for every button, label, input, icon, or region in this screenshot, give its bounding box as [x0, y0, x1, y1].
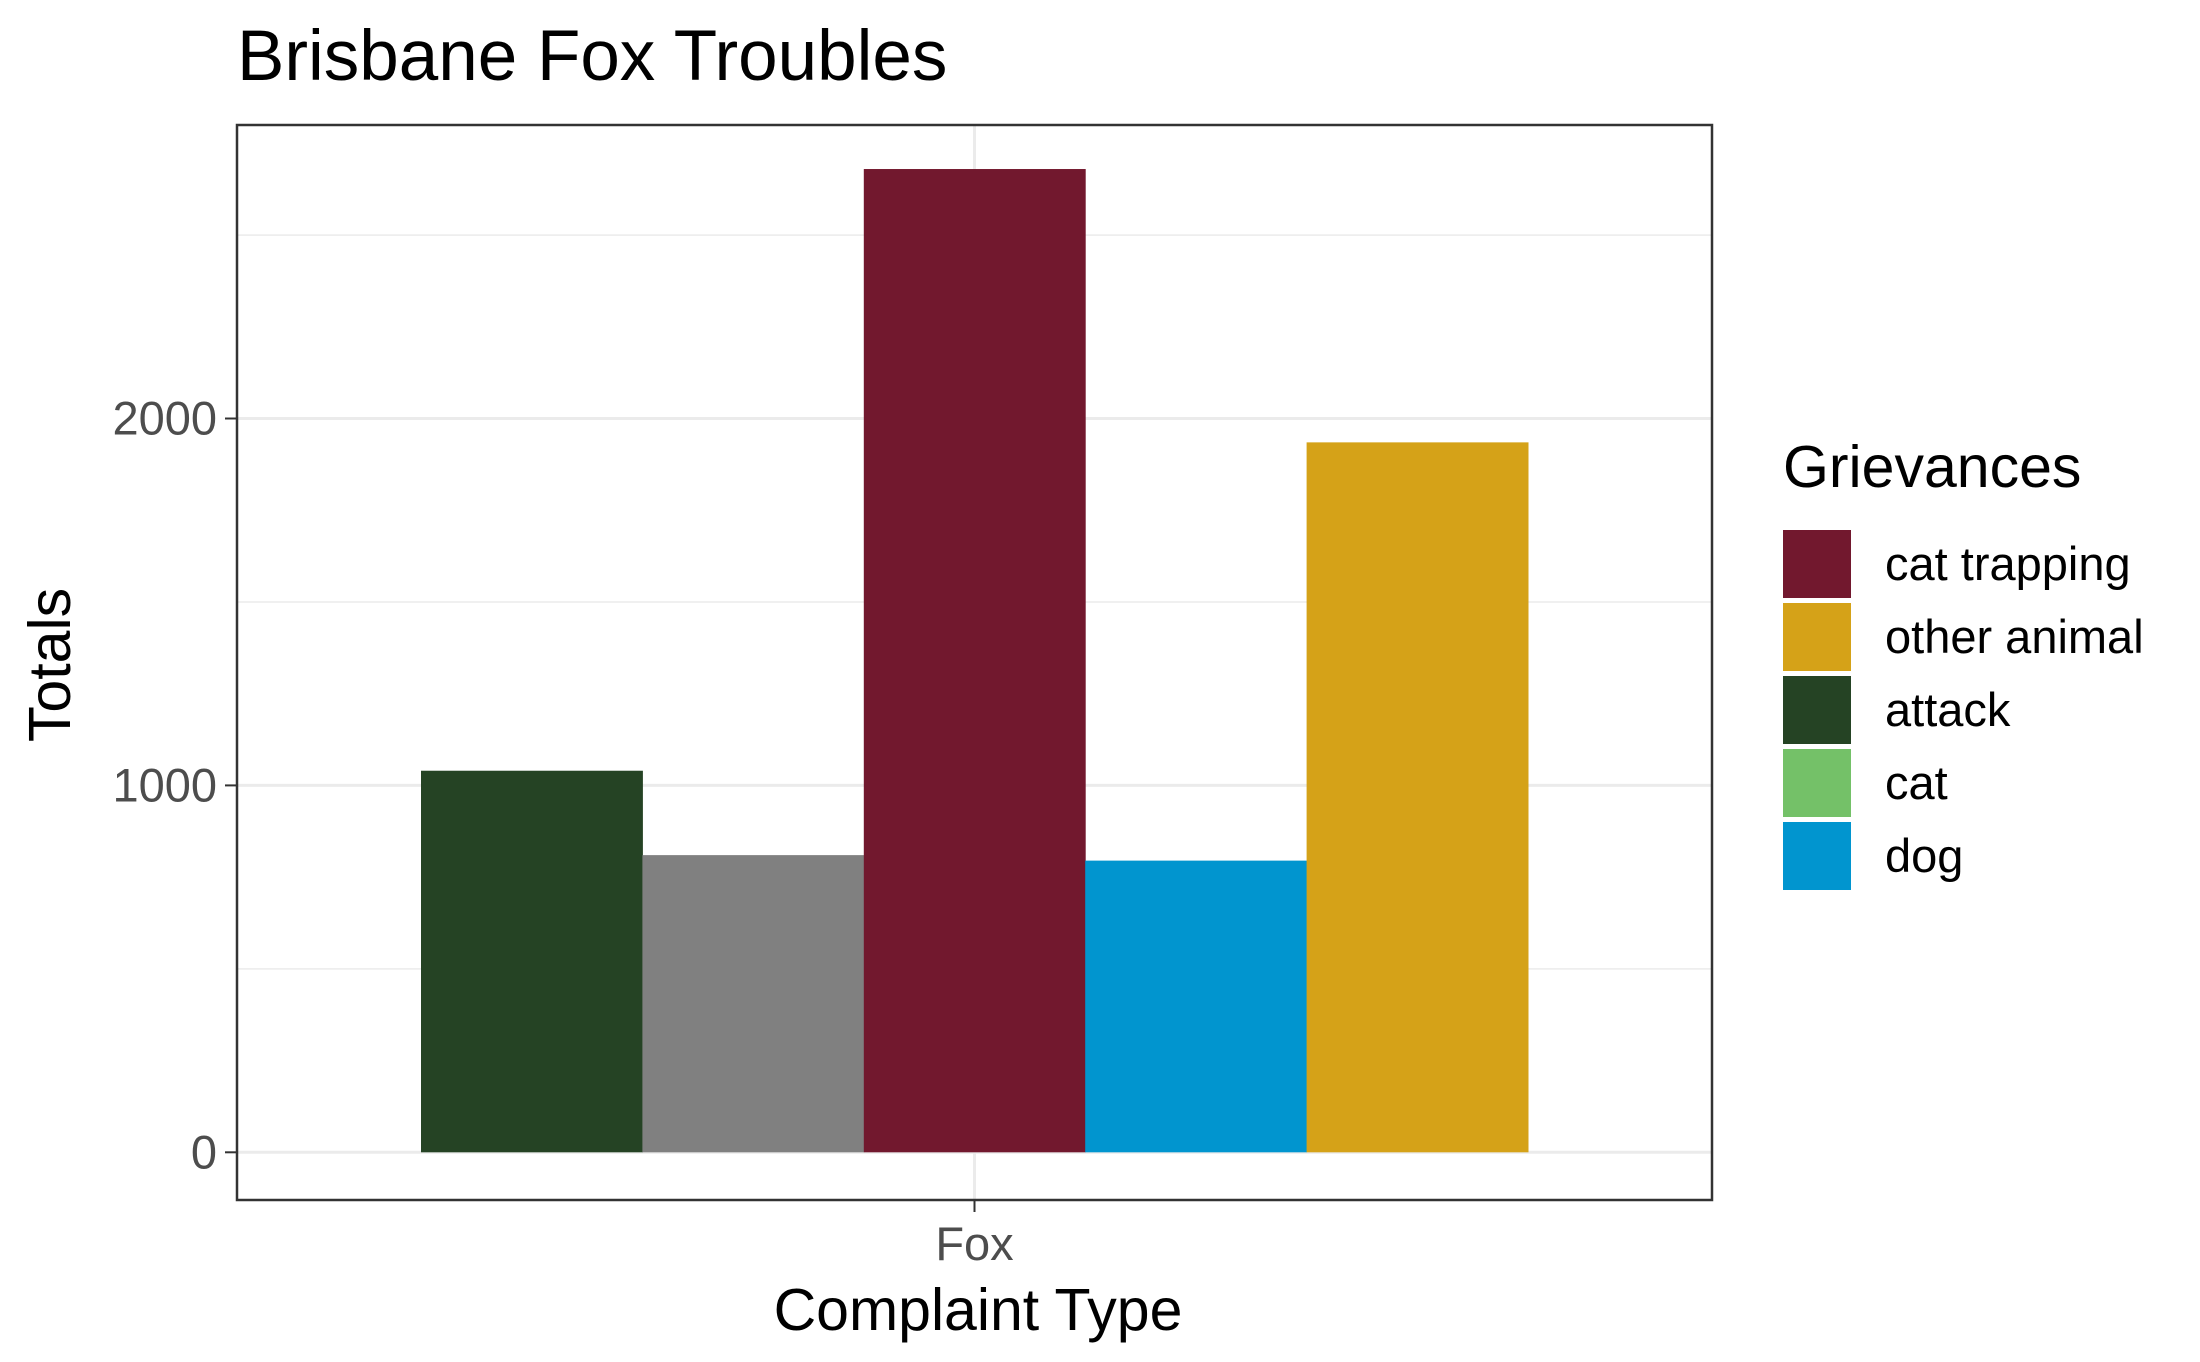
bar — [642, 855, 865, 1153]
y-tick-label: 1000 — [112, 758, 217, 811]
axes: 0 1000 2000 Fox — [112, 123, 1714, 1270]
legend-key — [1783, 530, 1851, 598]
y-axis-title: Totals — [17, 588, 83, 742]
legend-label: cat trapping — [1885, 537, 2131, 590]
bar — [863, 169, 1086, 1153]
bars — [421, 169, 1529, 1153]
legend-label: other animal — [1885, 610, 2144, 663]
legend-label: cat — [1885, 756, 1948, 809]
chart-title: Brisbane Fox Troubles — [237, 17, 947, 96]
plot-border — [235, 123, 1714, 1202]
legend-title: Grievances — [1783, 434, 2081, 500]
bar — [1306, 442, 1529, 1153]
legend-key — [1783, 822, 1851, 890]
legend-key — [1783, 676, 1851, 744]
legend-key — [1783, 603, 1851, 671]
legend: Grievances cat trapping other animal attac… — [1783, 434, 2144, 890]
legend-label: attack — [1885, 683, 2011, 736]
legend-label: dog — [1885, 829, 1963, 882]
x-axis-title: Complaint Type — [774, 1277, 1183, 1343]
y-tick-label: 2000 — [112, 392, 217, 445]
y-tick-label: 0 — [191, 1125, 217, 1178]
legend-key — [1783, 749, 1851, 817]
bar — [421, 770, 643, 1153]
bar — [1085, 860, 1308, 1153]
x-tick-label: Fox — [935, 1217, 1013, 1270]
